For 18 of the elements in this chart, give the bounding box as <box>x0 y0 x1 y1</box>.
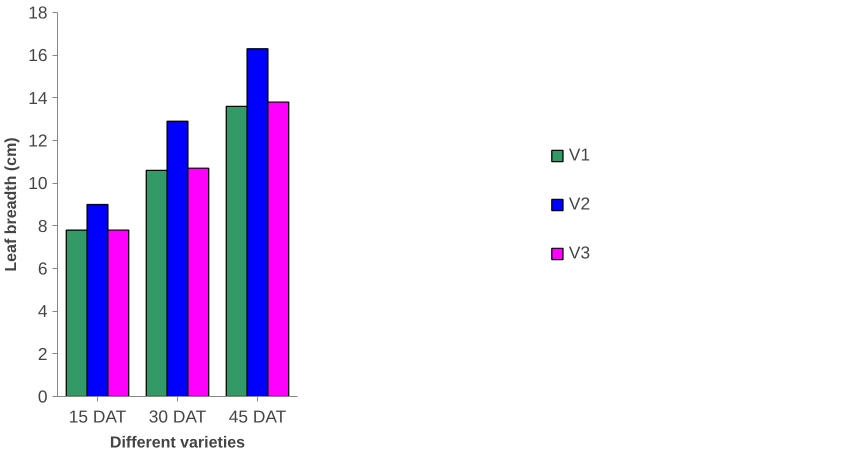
x-tick-label: 15 DAT <box>68 406 127 426</box>
x-tick-label: 45 DAT <box>228 406 287 426</box>
y-tick-label: 12 <box>28 130 48 150</box>
legend-label: V2 <box>568 194 590 214</box>
y-tick-label: 4 <box>38 301 48 322</box>
y-tick-label: 18 <box>28 2 48 22</box>
y-tick-label: 2 <box>38 344 48 364</box>
y-axis-title: Leaf breadth (cm) <box>3 137 20 272</box>
y-tick-label: 16 <box>28 45 48 66</box>
y-tick-label: 10 <box>28 173 48 194</box>
legend-label: V3 <box>568 242 590 264</box>
x-tick-label: 30 DAT <box>148 406 207 426</box>
x-axis-title: Different varieties <box>110 434 246 452</box>
y-tick-label: 14 <box>28 88 48 108</box>
y-tick-label: 0 <box>38 386 48 406</box>
legend-label: V1 <box>568 144 590 166</box>
y-tick-label: 6 <box>38 258 48 278</box>
y-tick-label: 8 <box>38 216 48 236</box>
